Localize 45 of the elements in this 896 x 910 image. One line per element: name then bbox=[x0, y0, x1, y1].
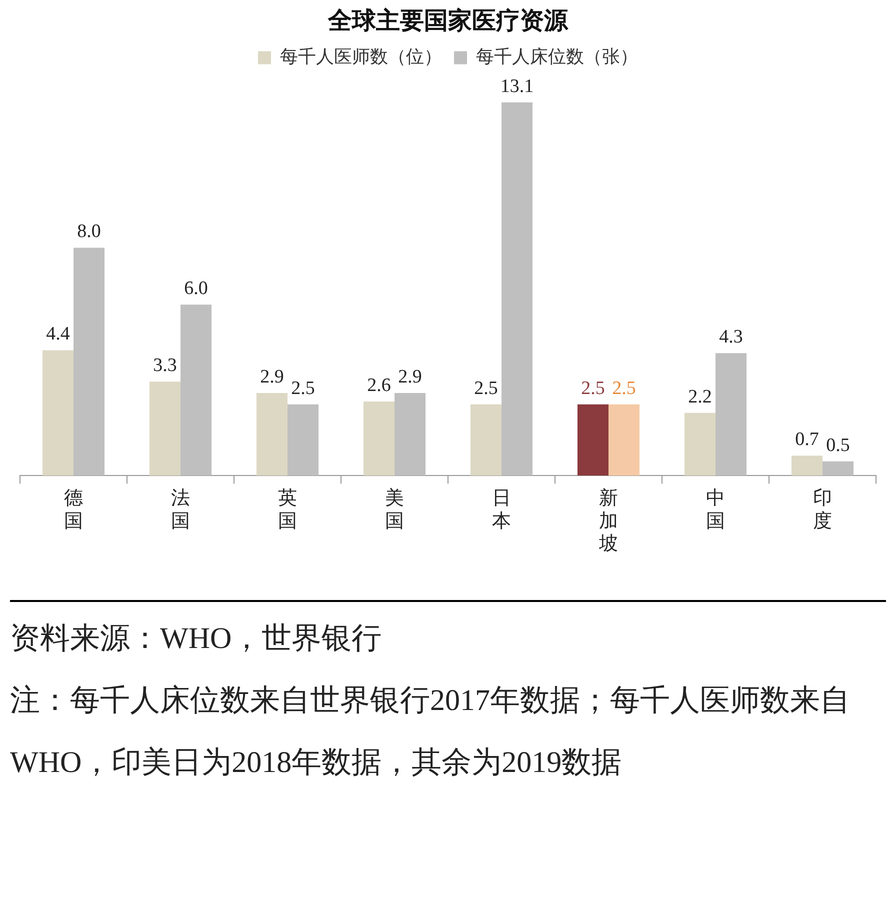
legend-label: 每千人床位数（张） bbox=[476, 46, 638, 67]
data-label: 2.9 bbox=[260, 366, 284, 388]
text: 资料来源：WHO，世界银行 bbox=[10, 621, 383, 657]
data-label: 6.0 bbox=[184, 278, 208, 300]
chart-title: 全球主要国家医疗资源 bbox=[327, 6, 569, 35]
data-label: 2.5 bbox=[291, 378, 315, 399]
data-label: 2.9 bbox=[398, 366, 422, 388]
data-label: 8.0 bbox=[77, 221, 101, 242]
bar bbox=[363, 402, 394, 476]
text: 注：每千人床位数来自世界银行2017年数据；每千人医师数来自WHO，印美日为2018年数据，其余为2019数据 bbox=[10, 683, 851, 781]
bar bbox=[394, 392, 426, 476]
data-label: 3.3 bbox=[153, 355, 177, 376]
data-label: 4.3 bbox=[719, 326, 743, 348]
data-label: 2.5 bbox=[612, 378, 636, 399]
bar bbox=[716, 353, 747, 476]
data-label: 0.7 bbox=[795, 429, 819, 450]
data-label: 2.5 bbox=[581, 378, 605, 399]
bar bbox=[42, 350, 74, 476]
x-tick-label: 日本 bbox=[492, 488, 511, 532]
bar bbox=[180, 304, 212, 476]
data-label: 0.5 bbox=[826, 434, 850, 456]
x-tick-label: 英国 bbox=[278, 488, 297, 532]
bar bbox=[502, 102, 533, 476]
x-tick-label: 印度 bbox=[813, 488, 832, 532]
data-label: 4.4 bbox=[46, 324, 70, 345]
bar bbox=[822, 461, 854, 476]
data-label: 2.2 bbox=[688, 386, 712, 408]
bar bbox=[577, 404, 608, 476]
data-label: 2.6 bbox=[367, 375, 391, 396]
data-label: 13.1 bbox=[500, 76, 534, 97]
x-tick-label: 德国 bbox=[64, 488, 83, 532]
bar bbox=[74, 248, 105, 476]
bar bbox=[288, 404, 319, 476]
bar bbox=[149, 382, 180, 476]
x-tick-label: 新加坡 bbox=[598, 486, 618, 555]
bar bbox=[608, 404, 640, 476]
bar bbox=[791, 456, 822, 476]
legend-label: 每千人医师数（位） bbox=[280, 46, 442, 67]
bar bbox=[470, 404, 502, 476]
bar bbox=[256, 392, 288, 476]
bar bbox=[684, 412, 716, 476]
data-label: 2.5 bbox=[474, 378, 498, 399]
x-tick-label: 美国 bbox=[385, 486, 404, 532]
x-tick-label: 中国 bbox=[706, 488, 725, 532]
x-tick-label: 法国 bbox=[171, 488, 190, 532]
